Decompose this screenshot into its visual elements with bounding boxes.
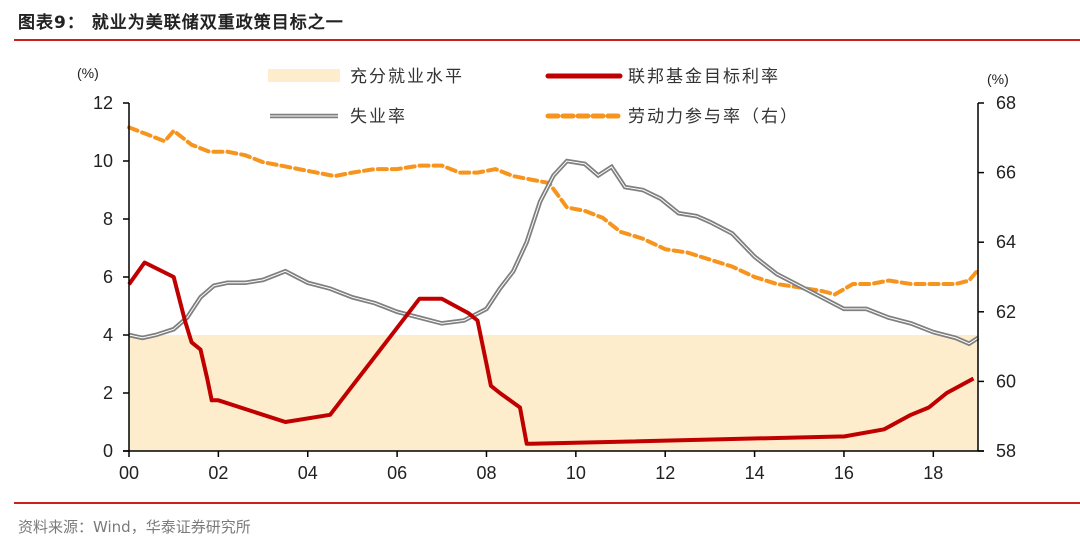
left-tick-label: 12 [93, 93, 113, 113]
right-tick-label: 68 [996, 93, 1016, 113]
left-tick-label: 0 [103, 441, 113, 461]
left-tick-label: 6 [103, 267, 113, 287]
x-tick-label: 16 [834, 463, 854, 483]
unemployment-rate-line-inner [128, 160, 979, 345]
x-tick-label: 06 [387, 463, 407, 483]
full-employment-area [129, 335, 978, 451]
left-tick-label: 10 [93, 151, 113, 171]
chart-title: 图表9： 就业为美联储双重政策目标之一 [18, 13, 344, 33]
footer-divider [14, 502, 1080, 504]
left-axis-unit: (%) [77, 65, 99, 81]
legend-label-unemployment: 失业率 [350, 107, 407, 127]
fed-funds-rate-line [127, 260, 975, 446]
source-note: 资料来源：Wind，华泰证券研究所 [18, 518, 251, 536]
right-axis-unit: (%) [987, 71, 1009, 87]
right-tick-label: 60 [996, 371, 1016, 391]
left-tick-label: 4 [103, 325, 113, 345]
right-tick-label: 66 [996, 163, 1016, 183]
legend-label-full-employment: 充分就业水平 [350, 67, 464, 87]
x-tick-label: 18 [923, 463, 943, 483]
x-tick-label: 04 [298, 463, 318, 483]
x-tick-label: 14 [745, 463, 765, 483]
legend: 充分就业水平 联邦基金目标利率 失业率 劳动力参与率（右） [268, 67, 799, 127]
x-tick-label: 02 [208, 463, 228, 483]
right-tick-label: 58 [996, 441, 1016, 461]
left-tick-label: 8 [103, 209, 113, 229]
right-tick-label: 62 [996, 302, 1016, 322]
legend-label-participation: 劳动力参与率（右） [628, 107, 799, 127]
x-tick-label: 08 [476, 463, 496, 483]
participation-rate-line [127, 125, 980, 297]
legend-swatch-full-employment [268, 69, 340, 82]
title-divider [14, 39, 1080, 41]
x-tick-label: 12 [655, 463, 675, 483]
left-tick-label: 2 [103, 383, 113, 403]
x-tick-label: 10 [566, 463, 586, 483]
x-tick-label: 00 [119, 463, 139, 483]
right-tick-label: 64 [996, 232, 1016, 252]
legend-label-fed-funds: 联邦基金目标利率 [628, 67, 780, 87]
